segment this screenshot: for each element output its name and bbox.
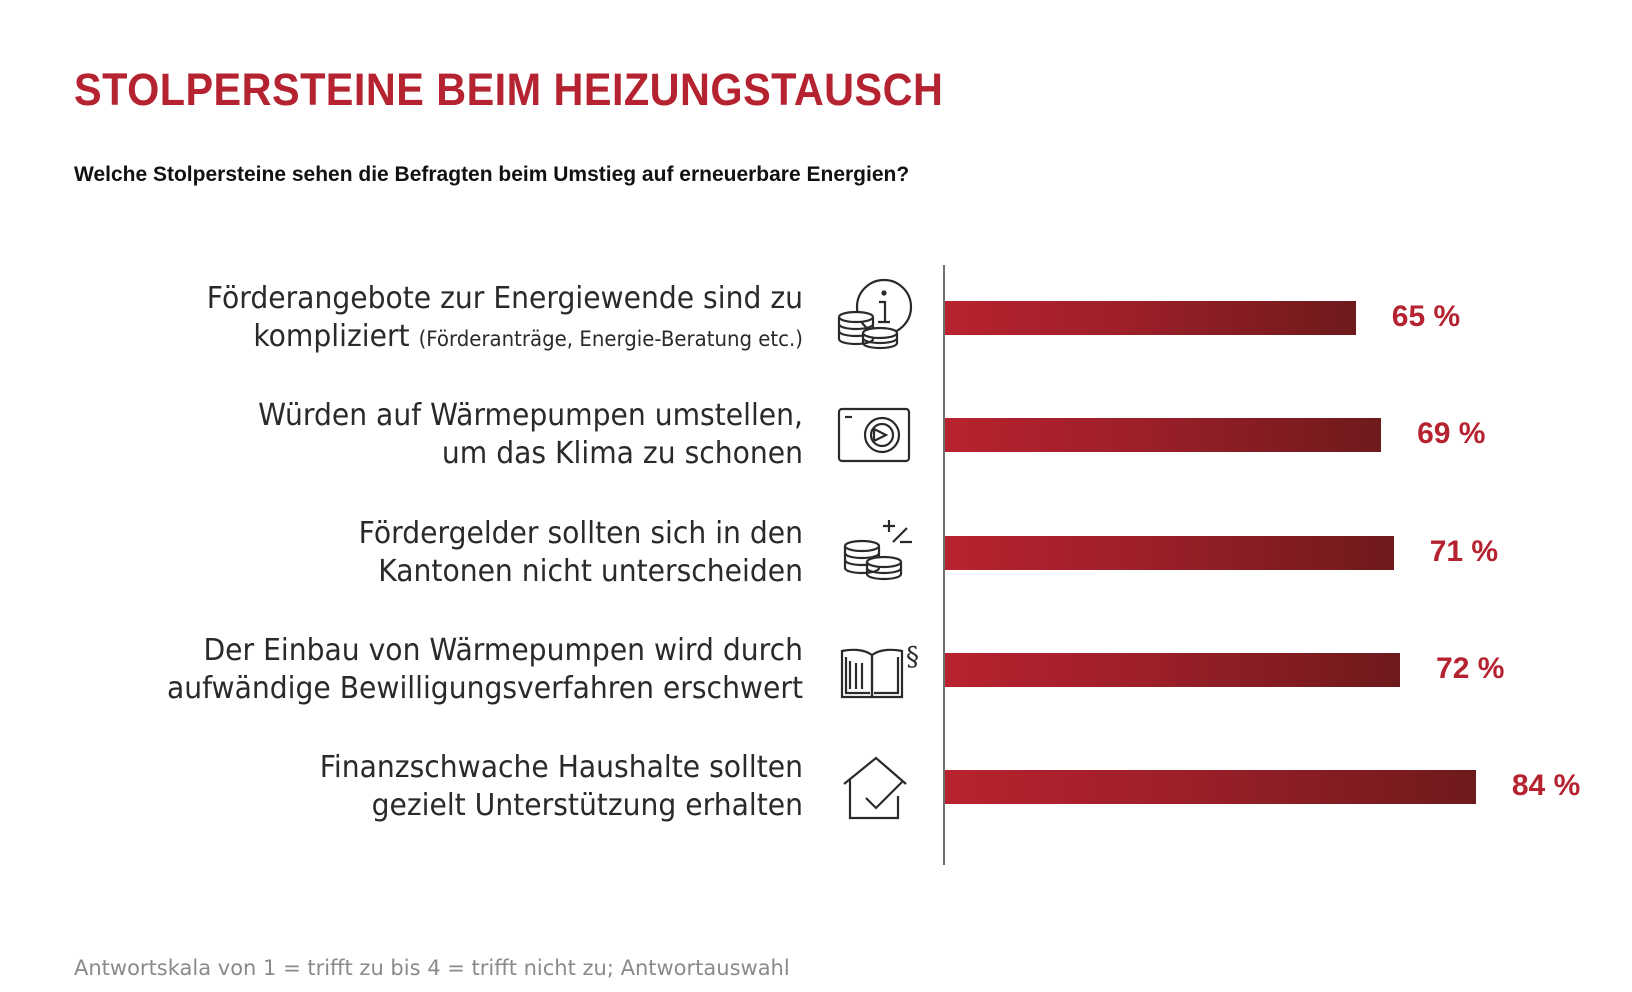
chart-title: STOLPERSTEINE BEIM HEIZUNGSTAUSCH — [74, 64, 944, 115]
coins-info-icon — [832, 275, 918, 361]
row-label-detail: (Förderanträge, Energie-Beratung etc.) — [418, 327, 803, 351]
row-label-line: Würden auf Wärmepumpen umstellen, — [258, 398, 803, 433]
bar — [945, 536, 1394, 570]
value-label: 84 % — [1511, 769, 1581, 802]
row-label: Würden auf Wärmepumpen umstellen, um das … — [89, 397, 803, 473]
row-label-line: Der Einbau von Wärmepumpen wird durch — [203, 633, 803, 668]
bar — [945, 301, 1356, 335]
svg-text:§: § — [906, 642, 918, 672]
heat-pump-icon — [832, 392, 918, 478]
row-label-line: gezielt Unterstützung erhalten — [371, 788, 803, 823]
row-label-line: Kantonen nicht unterscheiden — [378, 554, 803, 589]
bar — [945, 770, 1476, 804]
value-label: 65 % — [1391, 300, 1461, 333]
value-label: 71 % — [1429, 535, 1499, 568]
value-label: 69 % — [1417, 417, 1486, 450]
row-label: Der Einbau von Wärmepumpen wird durch auf… — [89, 632, 803, 708]
row-label-line: kompliziert (Förderanträge, Energie-Bera… — [89, 318, 803, 358]
row-label-main: kompliziert — [253, 319, 419, 354]
row-label-line: Fördergelder sollten sich in den — [358, 516, 803, 551]
coins-plus-minus-icon — [832, 510, 918, 596]
row-label: Förderangebote zur Energiewende sind zu k… — [89, 280, 803, 358]
bar — [945, 653, 1401, 687]
law-book-icon: § — [832, 627, 919, 713]
footnote: Antwortskala von 1 = trifft zu bis 4 = t… — [74, 956, 790, 980]
house-check-icon — [832, 744, 918, 830]
row-label: Finanzschwache Haushalte sollten gezielt … — [89, 749, 803, 825]
axis-line — [943, 265, 945, 865]
chart-subtitle: Welche Stolpersteine sehen die Befragten… — [74, 163, 910, 186]
row-label-line: um das Klima zu schonen — [441, 436, 803, 471]
value-label: 72 % — [1436, 652, 1505, 685]
bar — [945, 418, 1382, 452]
row-label-line: Förderangebote zur Energiewende sind zu — [206, 281, 803, 316]
row-label: Fördergelder sollten sich in den Kantonen… — [89, 515, 803, 591]
row-label-line: Finanzschwache Haushalte sollten — [319, 750, 803, 785]
row-label-line: aufwändige Bewilligungsverfahren erschwe… — [166, 671, 804, 706]
